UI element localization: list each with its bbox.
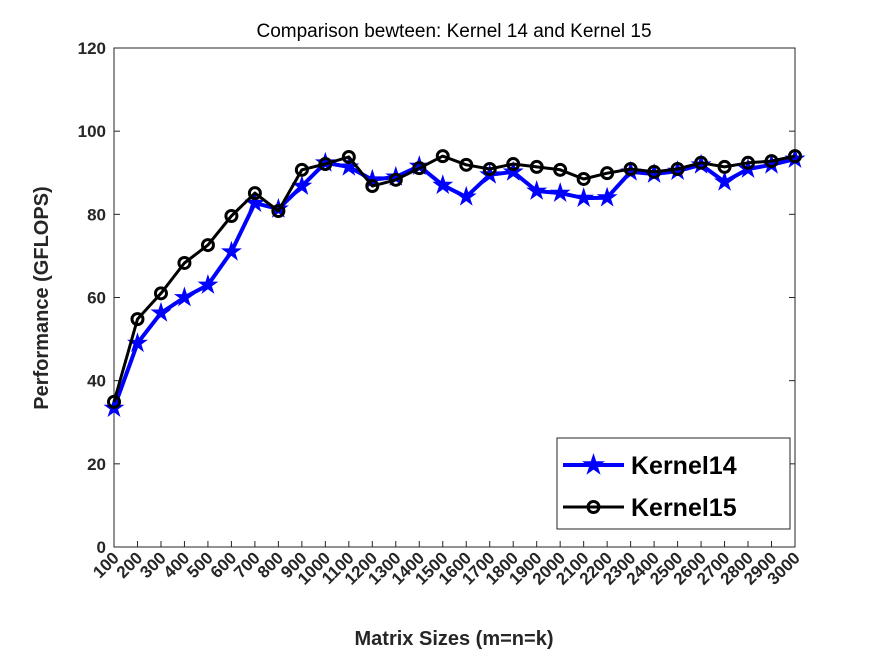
data-point-star [549,182,571,202]
data-point-circle [435,149,450,164]
data-point-star [573,187,595,207]
y-tick-label: 120 [78,39,106,58]
x-axis-label: Matrix Sizes (m=n=k) [355,628,554,650]
data-point-circle [294,162,309,177]
data-point-star [127,332,148,353]
data-point-circle [670,162,685,177]
data-point-circle [506,157,521,172]
data-point-circle [788,149,802,164]
data-point-circle [529,159,544,174]
y-tick-label: 100 [78,122,106,141]
data-point-star [150,301,172,322]
data-point-star [314,151,336,172]
data-point-circle [741,155,756,170]
data-point-circle [365,179,380,194]
data-point-circle [459,157,474,172]
data-point-star [596,186,618,207]
data-point-star [197,274,219,294]
data-point-star [244,192,266,212]
y-tick-label: 80 [87,205,106,224]
legend-label-kernel14: Kernel14 [631,452,737,480]
data-point-star [761,153,782,174]
legend-star-icon [582,453,605,475]
data-point-star [784,148,806,168]
data-point-star [620,160,642,181]
data-point-star [174,286,195,307]
data-point-star [267,197,289,218]
y-tick-label: 40 [87,372,106,391]
y-tick-label: 20 [87,455,106,474]
y-tick-label: 60 [87,289,106,308]
data-point-star [526,180,548,200]
data-point-circle [224,208,239,223]
data-point-star [432,174,454,195]
legend-label-kernel15: Kernel15 [631,494,737,522]
data-point-circle [576,171,591,186]
data-point-circle [177,255,192,270]
data-point-circle [388,172,403,187]
data-point-circle [271,204,286,219]
data-point-circle [600,166,615,181]
data-point-star [455,185,477,206]
series-kernel15 [107,149,802,409]
data-point-circle [247,186,262,201]
data-point-circle [200,238,215,253]
legend: Kernel14 Kernel15 [556,437,791,530]
data-point-star [338,155,360,176]
data-point-star [221,240,242,261]
data-point-circle [647,164,662,179]
data-point-circle [717,159,732,174]
y-tick-label: 0 [97,538,106,557]
data-point-circle [482,162,497,177]
chart-title: Comparison bewteen: Kernel 14 and Kernel… [256,21,651,42]
data-point-star [385,165,407,186]
data-point-star [408,155,430,175]
data-point-circle [412,161,427,176]
data-point-circle [341,149,356,164]
data-point-star [714,170,735,191]
data-point-circle [130,312,145,327]
data-point-circle [318,157,333,172]
data-point-circle [553,162,568,177]
data-point-star [361,168,383,189]
data-point-circle [153,286,168,301]
data-point-circle [623,162,638,177]
series-line [112,157,796,409]
series-kernel14 [103,148,806,417]
data-point-circle [764,154,779,169]
data-point-star [291,175,313,195]
data-point-circle [694,155,709,170]
legend-box [556,437,791,530]
legend-circle-icon [586,500,601,514]
y-axis-label: Performance (GFLOPS) [31,186,53,409]
data-point-circle [107,394,121,409]
